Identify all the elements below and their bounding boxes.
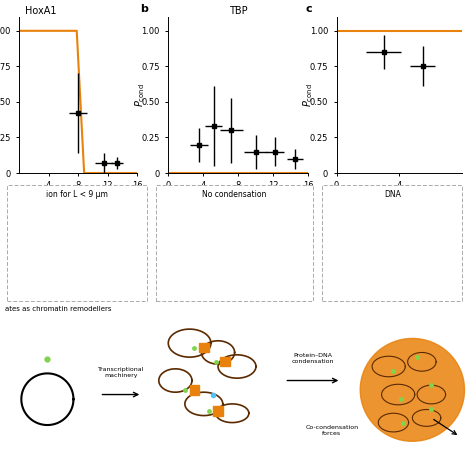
- Circle shape: [360, 338, 465, 441]
- X-axis label: L (μm): L (μm): [222, 191, 254, 202]
- Title: TBP: TBP: [229, 6, 247, 16]
- Bar: [220, 357, 230, 366]
- Text: Co-condensation
forces: Co-condensation forces: [305, 425, 358, 436]
- Text: ates as chromatin remodellers: ates as chromatin remodellers: [5, 306, 111, 312]
- Y-axis label: $P_\mathregular{cond}$: $P_\mathregular{cond}$: [133, 83, 147, 107]
- Bar: [190, 385, 199, 394]
- Text: c: c: [305, 4, 312, 14]
- Bar: [213, 406, 223, 416]
- Text: HoxA1: HoxA1: [25, 6, 56, 16]
- Text: DNA: DNA: [384, 190, 401, 199]
- Y-axis label: $P_\mathregular{cond}$: $P_\mathregular{cond}$: [301, 83, 315, 107]
- Text: Transcriptional
machinery: Transcriptional machinery: [98, 367, 144, 378]
- Text: Protein–DNA
condensation: Protein–DNA condensation: [292, 353, 334, 364]
- Circle shape: [390, 213, 447, 271]
- Text: No condensation: No condensation: [202, 190, 267, 199]
- Text: b: b: [140, 4, 148, 14]
- X-axis label: L (μm): L (μm): [62, 191, 94, 202]
- Text: ion for L < 9 μm: ion for L < 9 μm: [46, 190, 108, 199]
- Bar: [199, 343, 209, 353]
